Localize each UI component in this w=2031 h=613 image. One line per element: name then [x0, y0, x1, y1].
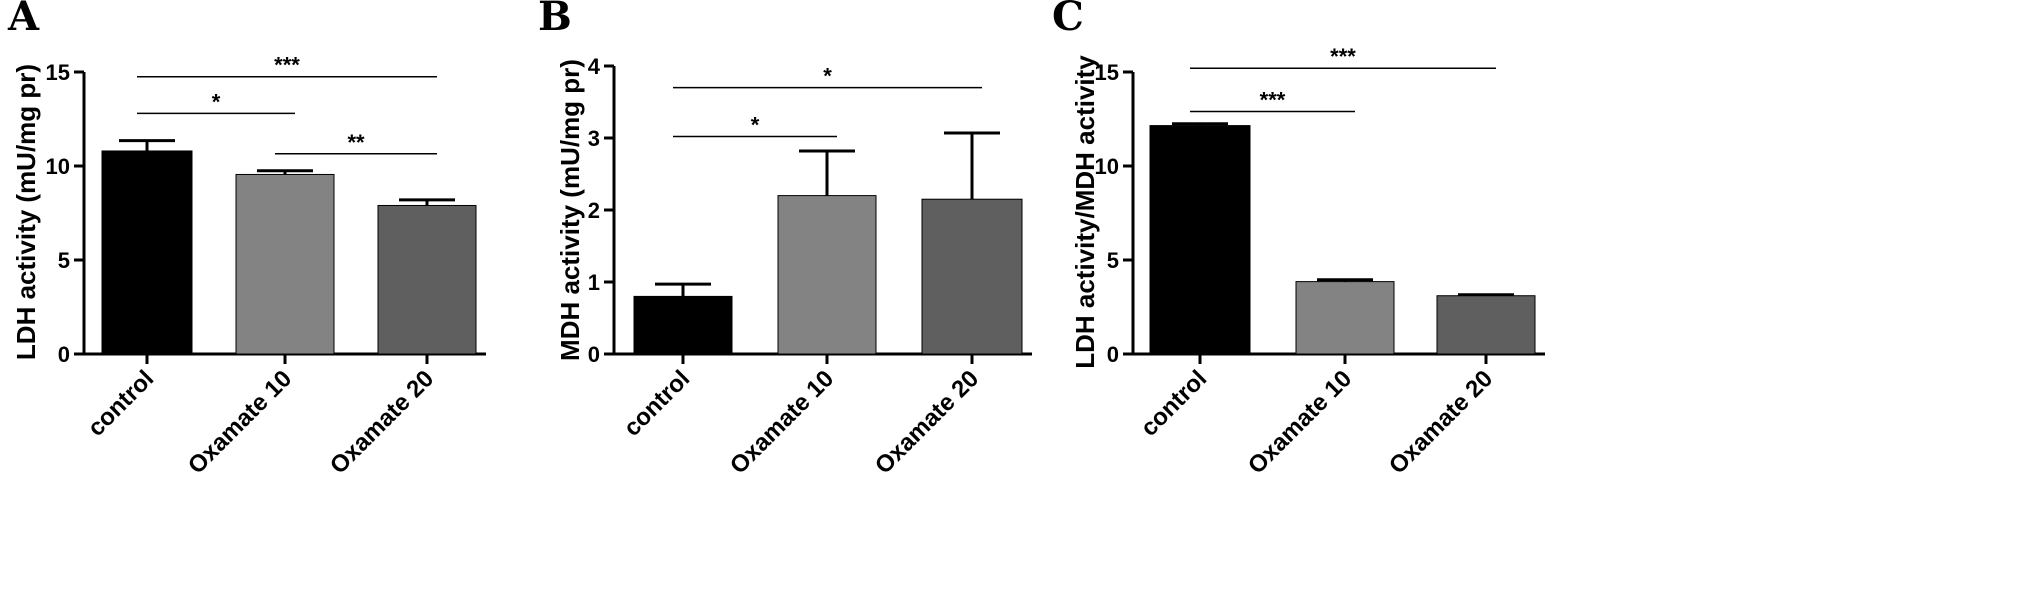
- category-label: Oxamate 20: [325, 365, 439, 479]
- category-label: Oxamate 20: [870, 365, 984, 479]
- category-label: Oxamate 10: [725, 365, 839, 479]
- significance-label: *: [823, 64, 832, 89]
- category-label: control: [83, 365, 160, 442]
- category-label: control: [1136, 365, 1213, 442]
- bar: [1295, 281, 1395, 355]
- significance-label: ***: [1260, 87, 1286, 112]
- bar: [1149, 125, 1251, 355]
- bar: [235, 173, 335, 355]
- y-tick-label: 1: [588, 270, 600, 295]
- bar: [777, 195, 877, 355]
- y-axis-label: MDH activity (mU/mg pr): [555, 59, 585, 361]
- bar: [101, 150, 193, 355]
- y-tick-label: 5: [58, 248, 70, 273]
- y-tick-label: 0: [588, 342, 600, 367]
- significance-label: *: [751, 113, 760, 138]
- category-label: control: [619, 365, 696, 442]
- y-tick-label: 2: [588, 198, 600, 223]
- bar: [1436, 295, 1536, 355]
- y-tick-label: 0: [58, 342, 70, 367]
- panel-letter: A: [7, 0, 40, 40]
- bar: [377, 204, 477, 355]
- y-tick-label: 10: [1095, 154, 1119, 179]
- y-tick-label: 5: [1107, 248, 1119, 273]
- bar: [633, 295, 733, 355]
- y-tick-label: 3: [588, 126, 600, 151]
- y-tick-label: 10: [46, 154, 70, 179]
- significance-label: **: [347, 130, 365, 155]
- y-tick-label: 4: [588, 54, 601, 79]
- category-label: Oxamate 20: [1384, 365, 1498, 479]
- y-axis-label: LDH activity/MDH activity: [1070, 55, 1100, 369]
- significance-label: ***: [274, 53, 300, 78]
- significance-label: ***: [1330, 44, 1356, 69]
- y-tick-label: 0: [1107, 342, 1119, 367]
- category-label: Oxamate 10: [183, 365, 297, 479]
- panel-letter: C: [1052, 0, 1084, 40]
- bar: [921, 198, 1023, 355]
- panel-letter: B: [538, 0, 572, 40]
- y-tick-label: 15: [1095, 60, 1119, 85]
- y-axis-label: LDH activity (mU/mg pr): [11, 64, 41, 360]
- y-tick-label: 15: [46, 60, 70, 85]
- category-label: Oxamate 10: [1243, 365, 1357, 479]
- significance-label: *: [212, 89, 221, 114]
